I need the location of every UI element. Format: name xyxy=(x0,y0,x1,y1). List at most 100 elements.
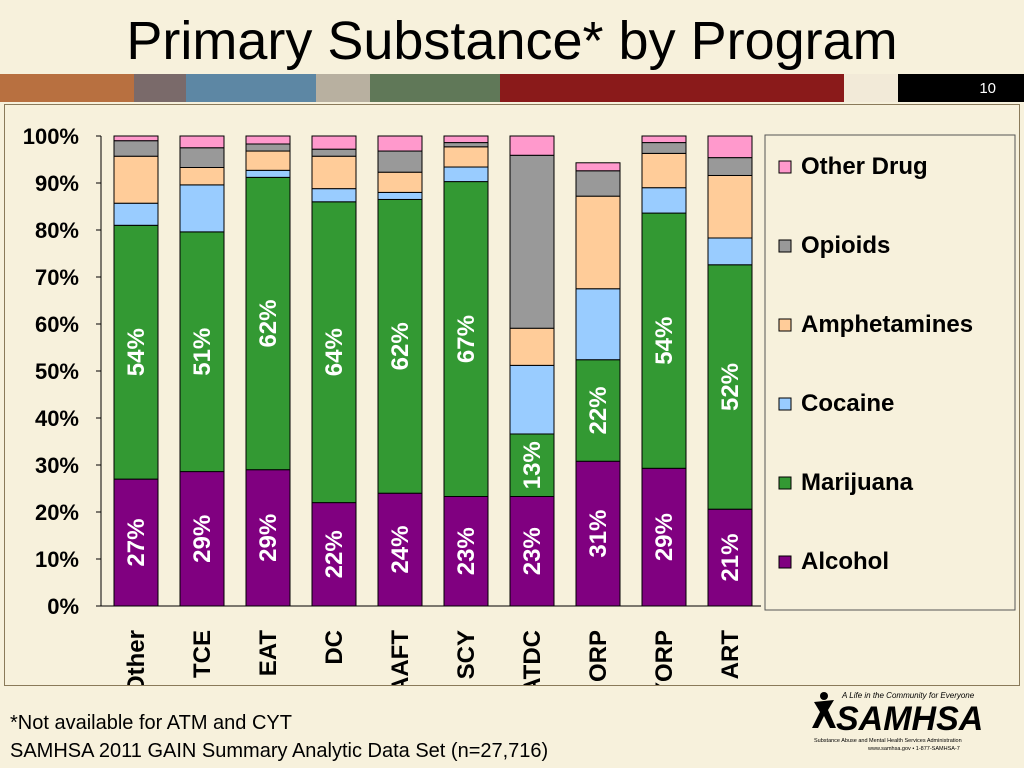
bar-segment-amphetamines xyxy=(377,171,423,193)
legend-swatch xyxy=(778,476,792,490)
y-tick-label: 80% xyxy=(35,218,79,243)
samhsa-logo: A Life in the Community for Everyone SAM… xyxy=(812,691,983,752)
bar-segment-marijuana xyxy=(509,433,555,497)
bar-segment-alcohol xyxy=(179,471,225,607)
source-note: SAMHSA 2011 GAIN Summary Analytic Data S… xyxy=(10,740,549,762)
y-tick-label: 60% xyxy=(35,312,79,337)
bar-segment-marijuana xyxy=(377,198,423,494)
x-tick-label: ART xyxy=(717,630,744,680)
bar-segment-opioids xyxy=(707,157,753,176)
data-label: 62% xyxy=(255,300,282,348)
y-tick-label: 40% xyxy=(35,406,79,431)
data-label: 29% xyxy=(189,515,216,563)
y-tick-label: 50% xyxy=(35,359,79,384)
legend-label: Cocaine xyxy=(801,390,894,417)
data-label: 54% xyxy=(123,328,150,376)
data-label: 52% xyxy=(717,363,744,411)
bar-segment-alcohol xyxy=(641,467,687,607)
data-label: 23% xyxy=(519,527,546,575)
data-label: 22% xyxy=(321,530,348,578)
bar-segment-opioids xyxy=(443,142,489,148)
legend-label: Marijuana xyxy=(801,469,914,496)
bar-segment-cocaine xyxy=(707,237,753,266)
legend-label: Other Drug xyxy=(801,153,928,180)
bar-segment-cocaine xyxy=(179,184,225,233)
bar-segment-marijuana xyxy=(113,224,159,480)
y-tick-label: 100% xyxy=(23,124,79,149)
bar-segment-amphetamines xyxy=(707,174,753,239)
band-segment xyxy=(500,74,844,102)
y-tick-label: 20% xyxy=(35,500,79,525)
legend-label: Alcohol xyxy=(801,548,889,575)
bar-segment-marijuana xyxy=(179,231,225,473)
y-tick-label: 70% xyxy=(35,265,79,290)
bar-segment-cocaine xyxy=(641,187,687,214)
x-tick-label: TCE xyxy=(189,630,216,678)
bar-segment-cocaine xyxy=(443,166,489,183)
svg-text:www.samhsa.gov • 1-877-SAMHSA-: www.samhsa.gov • 1-877-SAMHSA-7 xyxy=(867,746,960,752)
bar-segment-opioids xyxy=(113,140,159,157)
bar-segment-amphetamines xyxy=(113,155,159,204)
legend-box xyxy=(764,134,1016,611)
bar-segment-opioids xyxy=(575,170,621,197)
band-segment xyxy=(316,74,370,102)
bar-segment-cocaine xyxy=(113,202,159,226)
samhsa-figure-icon xyxy=(812,692,836,728)
bar-segment-marijuana xyxy=(443,181,489,497)
data-label: 62% xyxy=(387,322,414,370)
bar-segment-opioids xyxy=(509,154,555,329)
data-label: 29% xyxy=(651,513,678,561)
data-label: 13% xyxy=(519,441,546,489)
svg-text:SAMHSA: SAMHSA xyxy=(836,700,983,738)
data-label: 67% xyxy=(453,315,480,363)
data-label: 31% xyxy=(585,510,612,558)
bar-segment-marijuana xyxy=(245,176,291,471)
legend-swatch xyxy=(778,239,792,253)
bar-segment-amphetamines xyxy=(641,152,687,189)
bar-segment-alcohol xyxy=(311,502,357,607)
data-label: 51% xyxy=(189,328,216,376)
bar-segment-alcohol xyxy=(509,495,555,607)
legend-swatch xyxy=(778,555,792,569)
bar-segment-alcohol xyxy=(575,460,621,607)
stacked-bar-chart: 0% 10% 20% 30% 40% 50% 60% 70% 80% 90% 100% 27% 54% O… xyxy=(23,124,1016,685)
data-label: 24% xyxy=(387,526,414,574)
legend-swatch xyxy=(778,397,792,411)
legend-swatch xyxy=(778,318,792,332)
band-segment xyxy=(134,74,186,102)
data-label: 27% xyxy=(123,519,150,567)
bar-segment-cocaine xyxy=(575,288,621,361)
bar-segment-other-drug xyxy=(245,135,291,145)
bar-segment-other-drug xyxy=(509,135,555,156)
svg-text:Substance Abuse and Mental Hea: Substance Abuse and Mental Health Servic… xyxy=(814,738,962,744)
bar-segment-amphetamines xyxy=(575,195,621,290)
bar-segment-marijuana xyxy=(311,201,357,504)
bar-segment-opioids xyxy=(377,150,423,173)
bar-segment-other-drug xyxy=(311,135,357,150)
band-segment xyxy=(0,74,134,102)
bar-segment-other-drug xyxy=(641,135,687,144)
bar-segment-amphetamines xyxy=(179,166,225,186)
band-segment xyxy=(370,74,500,102)
y-tick-label: 0% xyxy=(47,594,79,619)
bar-segment-other-drug xyxy=(707,135,753,159)
bar-segment-cocaine xyxy=(311,188,357,203)
bar-segment-cocaine xyxy=(509,364,555,435)
bar-segment-marijuana xyxy=(707,264,753,510)
y-tick-label: 10% xyxy=(35,547,79,572)
bar-segment-amphetamines xyxy=(311,155,357,190)
bar-segment-amphetamines xyxy=(509,327,555,366)
x-tick-label: ATDC xyxy=(519,630,546,685)
bar-segment-cocaine xyxy=(377,191,423,200)
svg-text:A Life in the Community for Ev: A Life in the Community for Everyone xyxy=(841,691,975,700)
page-number: 10 xyxy=(898,74,1024,102)
x-tick-label: AAFT xyxy=(387,630,414,685)
bar-segment-alcohol xyxy=(377,492,423,607)
legend-swatch xyxy=(778,160,792,174)
x-tick-label: SCY xyxy=(453,630,480,679)
x-tick-label: EAT xyxy=(255,630,282,677)
color-band xyxy=(0,74,1024,104)
bar-segment-opioids xyxy=(641,142,687,154)
data-label: 54% xyxy=(651,317,678,365)
data-label: 22% xyxy=(585,386,612,434)
